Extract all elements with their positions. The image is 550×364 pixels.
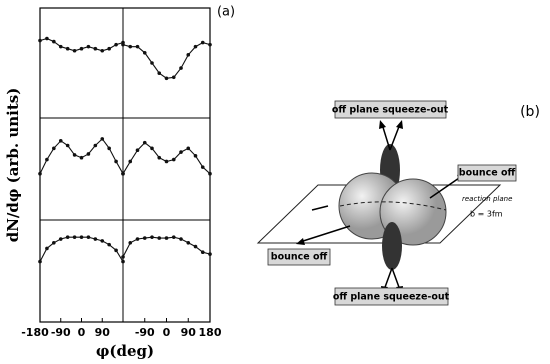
fit-curve: [122, 42, 211, 79]
arrows: [299, 123, 463, 291]
diagram-label: bounce off: [271, 252, 328, 263]
x-axis-label: φ(deg): [96, 342, 154, 360]
diagram-label: bounce off: [459, 168, 516, 179]
label-box: [457, 164, 517, 182]
x-tick-label: -180: [21, 326, 49, 339]
fit-curve: [39, 37, 124, 52]
diagram: off plane squeeze-out bounce off bounce …: [256, 100, 540, 306]
diagram-label: off plane squeeze-out: [333, 292, 450, 303]
fit-curve: [39, 138, 124, 174]
x-tick-label: 90: [95, 326, 111, 339]
spectator-blob: [382, 222, 402, 270]
diagram-label: off plane squeeze-out: [332, 105, 449, 116]
x-tick-label: 180: [199, 326, 222, 339]
plane-line: [339, 201, 447, 211]
plane-label: reaction plane: [462, 195, 512, 203]
y-axis-label: dN/dφ (arb. units): [4, 88, 22, 243]
fit-curve: [122, 141, 211, 175]
panel-label: (b): [520, 104, 540, 120]
impact-label: b = 3fm: [470, 210, 503, 219]
x-tick-label: 0: [163, 326, 171, 339]
x-tick-label: 90: [181, 326, 197, 339]
fit-curve: [122, 236, 211, 258]
panel-a-frame: [39, 7, 211, 323]
label-box: [334, 100, 447, 119]
label-box: [334, 287, 449, 306]
panel-label: (a): [217, 5, 235, 20]
fit-curve: [39, 236, 124, 262]
data-point: [208, 42, 212, 47]
x-tick-label: -90: [51, 326, 71, 339]
x-tick-label: 0: [78, 326, 86, 339]
label-box: [267, 248, 331, 266]
x-tick-label: -90: [135, 326, 155, 339]
